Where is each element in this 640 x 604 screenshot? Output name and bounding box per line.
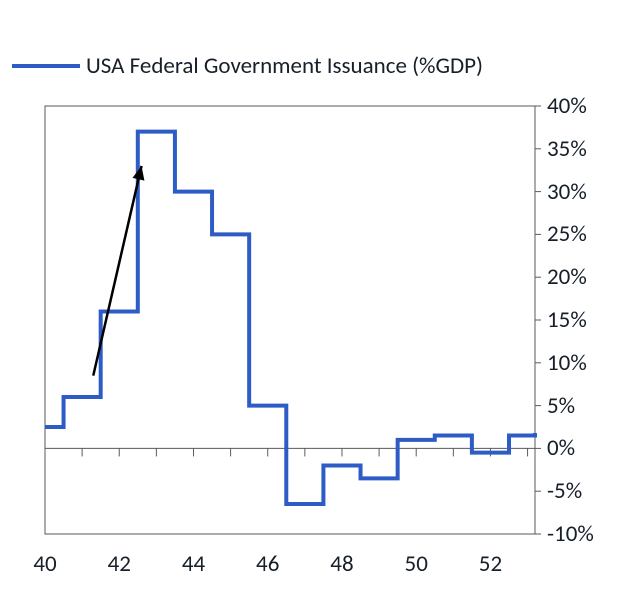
y-tick-label: -10% xyxy=(547,520,594,548)
y-tick-label: 25% xyxy=(547,220,587,248)
x-tick-label: 44 xyxy=(182,550,205,578)
x-tick-label: 50 xyxy=(405,550,428,578)
x-tick-label: 48 xyxy=(330,550,353,578)
plot-area xyxy=(0,0,640,604)
y-tick-label: 5% xyxy=(547,392,575,420)
chart-container: USA Federal Government Issuance (%GDP) -… xyxy=(0,0,640,604)
x-tick-label: 42 xyxy=(108,550,131,578)
x-tick-label: 40 xyxy=(33,550,56,578)
x-tick-label: 52 xyxy=(479,550,502,578)
y-tick-label: 35% xyxy=(547,135,587,163)
y-tick-label: 30% xyxy=(547,178,587,206)
y-tick-label: -5% xyxy=(547,477,582,505)
y-tick-label: 0% xyxy=(547,434,575,462)
x-tick-label: 46 xyxy=(256,550,279,578)
y-tick-label: 20% xyxy=(547,263,587,291)
y-tick-label: 15% xyxy=(547,306,587,334)
y-tick-label: 40% xyxy=(547,92,587,120)
y-tick-label: 10% xyxy=(547,349,587,377)
